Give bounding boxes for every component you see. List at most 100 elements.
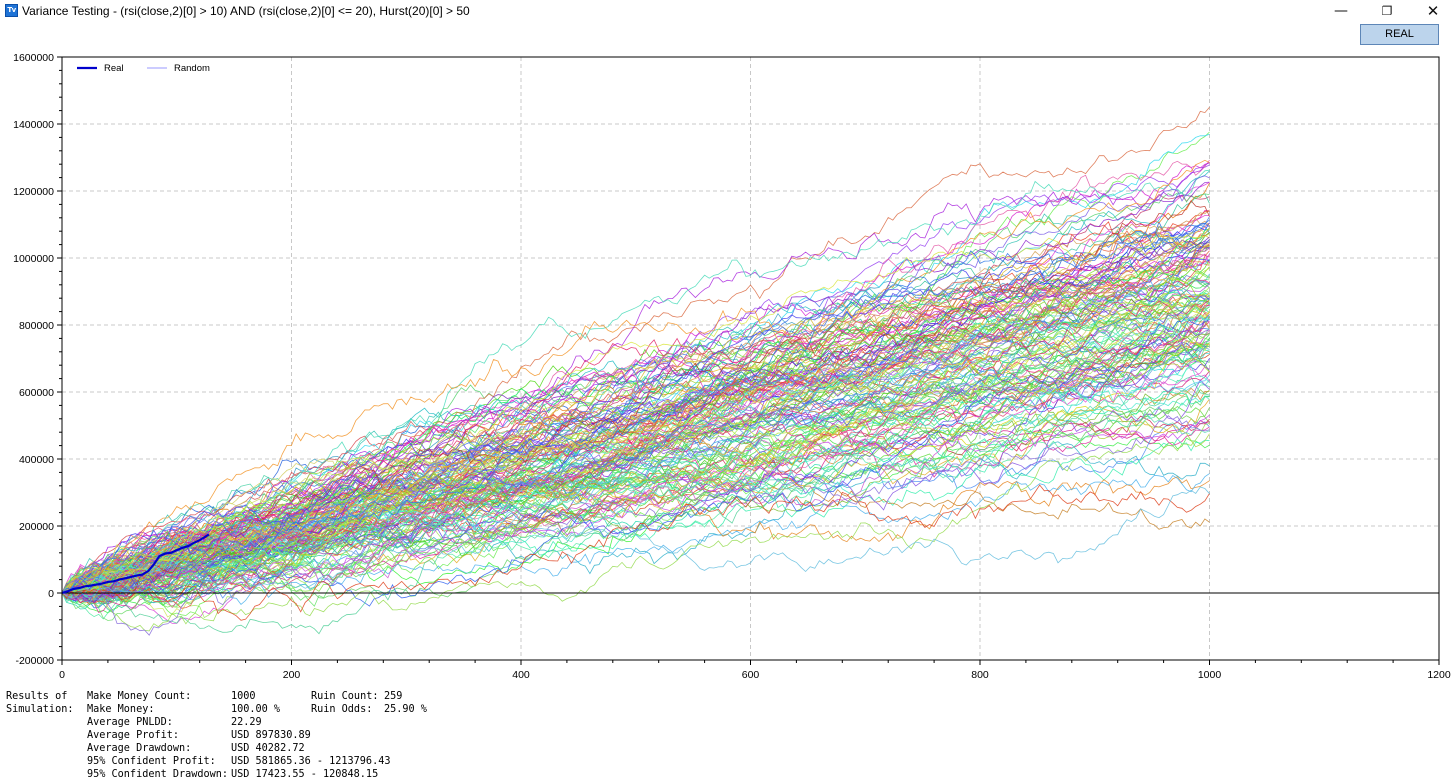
y-tick-label: -200000: [15, 655, 54, 667]
real-equity-line: [61, 533, 210, 595]
random-path: [61, 255, 1210, 594]
result-value: 100.00 %: [231, 704, 281, 715]
x-tick-label: 0: [59, 669, 65, 681]
result-value: 259: [384, 691, 403, 702]
random-path: [61, 484, 1210, 621]
close-button[interactable]: ✕: [1426, 2, 1440, 20]
result-label: Average Profit:: [87, 730, 180, 741]
x-tick-label: 1000: [1198, 669, 1222, 681]
random-path: [61, 219, 1210, 594]
title-bar: Tv Variance Testing - (rsi(close,2)[0] >…: [0, 0, 1456, 22]
random-path: [61, 159, 1210, 594]
random-path: [61, 422, 1210, 632]
result-label: Average PNLDD:: [87, 717, 173, 728]
random-path: [61, 231, 1210, 594]
result-value: 1000: [231, 691, 256, 702]
y-tick-label: 1200000: [13, 186, 54, 198]
random-path: [61, 328, 1210, 599]
result-value: USD 40282.72: [231, 743, 305, 754]
result-label: Make Money Count:: [87, 691, 192, 702]
random-path: [61, 236, 1210, 603]
random-path: [61, 473, 1210, 605]
random-path: [61, 295, 1210, 594]
x-tick-label: 200: [283, 669, 301, 681]
legend-real-label: Real: [104, 63, 124, 74]
random-path: [61, 366, 1210, 595]
random-path: [61, 267, 1210, 594]
x-tick-label: 1200: [1427, 669, 1451, 681]
random-path: [61, 200, 1210, 597]
restore-button[interactable]: ❐: [1381, 4, 1393, 18]
random-path: [61, 241, 1210, 594]
random-path: [61, 358, 1210, 595]
y-tick-label: 1000000: [13, 253, 54, 265]
random-path: [61, 292, 1210, 594]
y-tick-label: 800000: [19, 320, 54, 332]
random-path: [61, 297, 1210, 621]
random-path: [61, 227, 1210, 599]
random-path: [61, 230, 1210, 599]
legend-random-label: Random: [174, 63, 210, 74]
random-path: [61, 253, 1210, 601]
y-tick-label: 1400000: [13, 119, 54, 131]
random-path: [61, 365, 1210, 598]
random-path: [61, 294, 1210, 594]
random-path: [61, 254, 1210, 605]
random-path: [61, 106, 1210, 597]
random-path: [61, 220, 1210, 595]
x-tick-label: 800: [971, 669, 989, 681]
result-value: 25.90 %: [384, 704, 427, 715]
random-path: [61, 175, 1210, 599]
real-button[interactable]: REAL: [1360, 24, 1439, 45]
random-path: [61, 271, 1210, 594]
y-tick-label: 600000: [19, 387, 54, 399]
y-tick-label: 1600000: [13, 52, 54, 64]
results-header-line1: Results of: [6, 691, 68, 702]
random-path: [61, 345, 1210, 635]
random-path: [61, 317, 1210, 594]
random-path: [61, 240, 1210, 594]
random-path: [61, 486, 1210, 599]
random-path: [61, 304, 1210, 594]
result-label: Make Money:: [87, 704, 155, 715]
result-value: USD 581865.36 - 1213796.43: [231, 756, 391, 767]
y-tick-label: 0: [48, 588, 54, 600]
random-path: [61, 313, 1210, 618]
equity-curve-chart: 0 200 400 600 800 1000 1200 -200000 0 200000 40000…: [13, 52, 1451, 681]
random-path: [61, 409, 1210, 598]
random-path: [61, 295, 1210, 594]
minimize-button[interactable]: —: [1334, 3, 1348, 19]
random-path: [61, 470, 1210, 598]
x-tick-label: 600: [742, 669, 760, 681]
random-path: [61, 395, 1210, 597]
results-header-line2: Simulation:: [6, 704, 74, 715]
random-path: [61, 281, 1210, 601]
result-value: USD 897830.89: [231, 730, 311, 741]
random-path: [61, 293, 1210, 594]
window-title: Variance Testing - (rsi(close,2)[0] > 10…: [22, 4, 470, 18]
random-path: [61, 242, 1210, 594]
simulation-results: Results of Simulation: Make Money Count:…: [6, 690, 427, 780]
result-label: Ruin Odds:: [311, 704, 373, 715]
result-label: 95% Confident Drawdown:: [87, 769, 229, 780]
y-tick-label: 400000: [19, 454, 54, 466]
random-path: [61, 365, 1210, 600]
result-value: 22.29: [231, 717, 262, 728]
result-label: Average Drawdown:: [87, 743, 192, 754]
random-path: [61, 398, 1210, 604]
result-label: 95% Confident Profit:: [87, 756, 216, 767]
random-path: [61, 363, 1210, 594]
random-path: [61, 347, 1210, 603]
random-path: [61, 291, 1210, 594]
random-path: [61, 259, 1210, 594]
result-value: USD 17423.55 - 120848.15: [231, 769, 379, 780]
x-tick-label: 400: [512, 669, 530, 681]
random-path: [61, 339, 1210, 599]
y-tick-label: 200000: [19, 521, 54, 533]
random-path: [61, 421, 1210, 599]
random-path: [61, 169, 1210, 594]
result-label: Ruin Count:: [311, 691, 379, 702]
app-icon: Tv: [5, 4, 18, 17]
random-path: [61, 232, 1210, 597]
random-path: [61, 161, 1210, 603]
